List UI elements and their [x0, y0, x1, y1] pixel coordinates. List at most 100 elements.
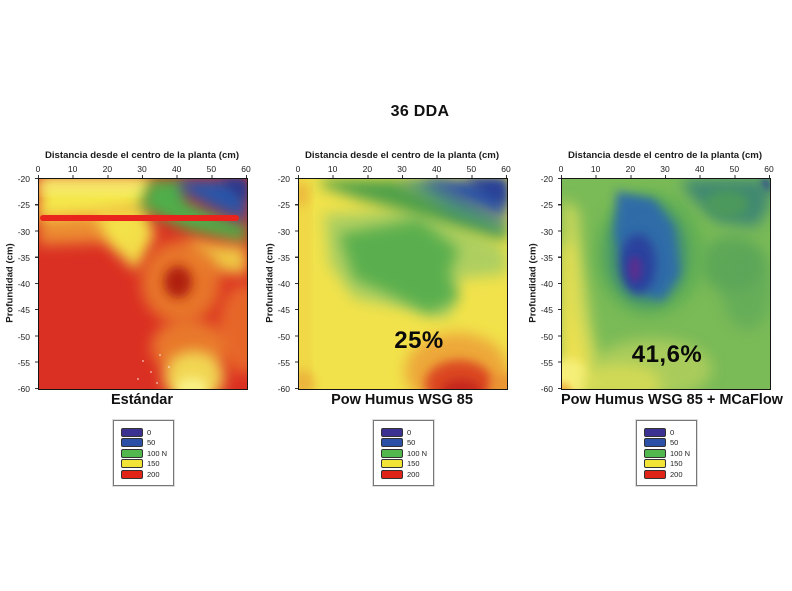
y-tick: -55 [540, 357, 553, 368]
legend-label: 50 [147, 438, 156, 447]
legend-item: 50 [381, 438, 427, 447]
x-tick: 60 [764, 164, 774, 174]
legend: 0 50 100 N 150 200 [373, 420, 434, 486]
contour-plot-estandar [39, 179, 247, 389]
legend-label: 150 [670, 459, 683, 468]
legend-label: 100 N [406, 448, 427, 458]
y-tick: -30 [540, 226, 553, 237]
y-tick: -35 [540, 252, 553, 263]
legend-swatch-150 [121, 459, 143, 468]
legend-item: 150 [121, 459, 167, 468]
treatment-label: Pow Humus WSG 85 + MCaFlow [561, 392, 783, 408]
legend: 0 50 100 N 150 200 [113, 420, 174, 486]
y-tick: -30 [17, 226, 30, 237]
y-tick-labels: -20 -25 -30 -35 -40 -45 -50 -55 -60 [523, 174, 556, 394]
legend-swatch-0 [381, 427, 403, 437]
legend-label: 150 [407, 459, 420, 468]
x-tick: 30 [397, 164, 407, 174]
legend-item: 0 [121, 427, 167, 437]
y-tick: -45 [540, 305, 553, 316]
y-tick: -55 [17, 357, 30, 368]
y-tick: -35 [277, 252, 290, 263]
legend-item: 200 [381, 469, 427, 479]
efficiency-annotation: 25% [394, 327, 444, 354]
legend-swatch-50 [121, 438, 143, 447]
legend-item: 50 [121, 438, 167, 447]
y-tick: -60 [17, 384, 30, 394]
x-tick: 40 [694, 164, 705, 174]
legend-swatch-150 [381, 459, 403, 468]
x-tick: 30 [137, 164, 147, 174]
x-tick: 10 [590, 164, 601, 174]
x-tick: 40 [431, 164, 442, 174]
x-tick-marks [561, 175, 770, 178]
x-tick: 50 [206, 164, 217, 174]
y-tick: -60 [277, 384, 290, 394]
y-tick: -25 [277, 200, 290, 211]
x-tick: 60 [501, 164, 511, 174]
x-tick-labels: 0 10 20 30 40 50 60 [295, 164, 511, 174]
legend-label: 200 [670, 469, 683, 479]
x-tick: 50 [729, 164, 740, 174]
y-tick: -45 [277, 305, 290, 316]
y-tick: -40 [17, 279, 30, 289]
y-tick: -35 [17, 252, 30, 263]
fertilizer-band-marker [40, 215, 239, 221]
y-tick: -60 [540, 384, 553, 394]
x-tick: 10 [67, 164, 78, 174]
legend-label: 200 [147, 469, 160, 479]
y-tick: -50 [17, 331, 30, 342]
y-tick: -25 [540, 200, 553, 211]
panel-estandar: Distancia desde el centro de la planta (… [0, 140, 251, 490]
legend-item: 100 N [121, 448, 167, 458]
heatmap-pow-humus: 25% [298, 178, 508, 390]
x-tick: 30 [660, 164, 670, 174]
legend-label: 100 N [146, 448, 167, 458]
x-tick-labels: 0 10 20 30 40 50 60 [35, 164, 251, 174]
legend-item: 100 N [381, 448, 427, 458]
legend-swatch-50 [381, 438, 403, 447]
y-tick: -50 [277, 331, 290, 342]
legend-label: 0 [147, 427, 152, 437]
y-tick: -40 [277, 279, 290, 289]
legend-swatch-50 [644, 438, 666, 447]
y-tick-marks [295, 178, 298, 389]
legend-swatch-200 [381, 469, 403, 479]
legend-item: 150 [644, 459, 690, 468]
x-tick: 10 [327, 164, 338, 174]
legend-item: 200 [644, 469, 690, 479]
legend-swatch-200 [644, 469, 666, 479]
x-tick: 0 [35, 164, 41, 174]
x-tick: 0 [295, 164, 301, 174]
panel-pow-humus-mcaflow: Distancia desde el centro de la planta (… [523, 140, 783, 490]
panel-pow-humus: Distancia desde el centro de la planta (… [260, 140, 511, 490]
x-tick-marks [298, 175, 507, 178]
x-tick: 50 [466, 164, 477, 174]
legend-label: 0 [407, 427, 412, 437]
legend-swatch-100 [381, 448, 403, 458]
x-tick: 20 [102, 164, 113, 174]
y-tick: -20 [540, 174, 553, 184]
legend-item: 50 [644, 438, 690, 447]
legend-item: 150 [381, 459, 427, 468]
x-tick: 0 [558, 164, 564, 174]
y-tick: -50 [540, 331, 553, 342]
legend-swatch-200 [121, 469, 143, 479]
figure-title: 36 DDA [390, 103, 450, 120]
contour-plot-pow-humus [299, 179, 507, 389]
legend-swatch-100 [121, 448, 143, 458]
y-tick-marks [35, 178, 38, 389]
y-tick-labels: -20 -25 -30 -35 -40 -45 -50 -55 -60 [0, 174, 33, 394]
legend-swatch-100 [644, 448, 666, 458]
legend-label: 100 N [669, 448, 690, 458]
legend: 0 50 100 N 150 200 [636, 420, 697, 486]
x-tick-marks [38, 175, 247, 178]
y-tick-labels: -20 -25 -30 -35 -40 -45 -50 -55 -60 [260, 174, 293, 394]
efficiency-annotation: 41,6% [631, 341, 703, 368]
y-tick: -20 [277, 174, 290, 184]
contour-plot-pow-humus-mcaflow [562, 179, 770, 389]
legend-label: 0 [670, 427, 675, 437]
y-tick: -25 [17, 200, 30, 211]
y-tick: -55 [277, 357, 290, 368]
